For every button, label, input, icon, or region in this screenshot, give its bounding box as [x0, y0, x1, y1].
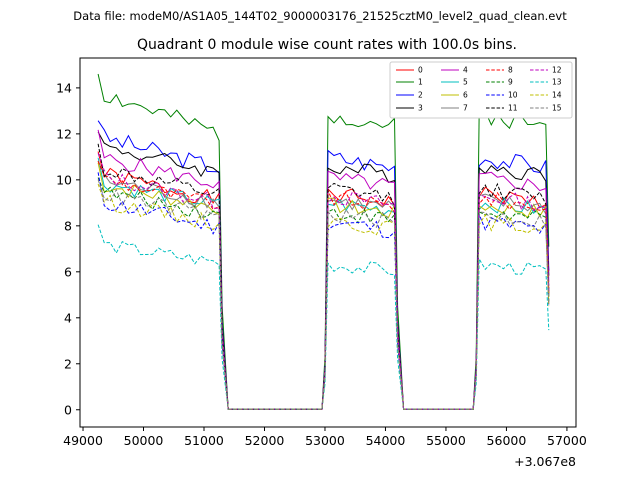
- series-line-0: [97, 151, 550, 410]
- legend-label-1: 1: [418, 78, 423, 87]
- y-tick-label: 0: [64, 402, 72, 417]
- series-line-12: [97, 153, 550, 410]
- x-tick-label: 55000: [426, 433, 466, 448]
- series-line-5: [97, 157, 550, 410]
- figure-suptitle: Data file: modeM0/AS1A05_144T02_90000031…: [73, 9, 567, 23]
- series-line-7: [97, 160, 550, 410]
- y-tick-label: 8: [64, 218, 72, 233]
- legend-label-8: 8: [508, 66, 513, 75]
- y-tick-label: 10: [56, 172, 72, 187]
- y-tick-label: 4: [64, 310, 72, 325]
- legend-label-7: 7: [463, 104, 468, 113]
- x-tick-label: 51000: [184, 433, 224, 448]
- series-line-10: [97, 172, 550, 410]
- y-tick-label: 6: [64, 264, 72, 279]
- chart-title: Quadrant 0 module wise count rates with …: [137, 37, 517, 53]
- series-line-2: [97, 120, 550, 410]
- legend-label-13: 13: [552, 78, 562, 87]
- series-line-11: [97, 143, 550, 410]
- legend-label-12: 12: [552, 66, 562, 75]
- legend-label-9: 9: [508, 78, 513, 87]
- plot-frame: [79, 57, 577, 428]
- series-line-3: [97, 131, 550, 410]
- legend-frame: [389, 61, 573, 119]
- x-tick-label: 50000: [124, 433, 164, 448]
- legend-label-10: 10: [508, 91, 518, 100]
- x-axis: 49000 50000 51000 52000 53000 54000 55000 56000…: [63, 427, 587, 448]
- legend-label-2: 2: [418, 91, 423, 100]
- x-axis-offset-label: +3.067e8: [514, 454, 576, 469]
- plot-area: [79, 57, 577, 428]
- legend-label-5: 5: [463, 78, 468, 87]
- legend-label-14: 14: [552, 91, 562, 100]
- series-line-9: [97, 177, 550, 410]
- legend-label-11: 11: [508, 104, 518, 113]
- legend-label-15: 15: [552, 104, 562, 113]
- series-layer: [97, 73, 550, 410]
- x-tick-label: 57000: [547, 433, 587, 448]
- y-axis: 0 2 4 6 8 10 12 14: [56, 80, 80, 417]
- legend-label-3: 3: [418, 104, 423, 113]
- series-line-13: [97, 224, 550, 410]
- legend-label-6: 6: [463, 91, 468, 100]
- series-line-15: [97, 179, 550, 410]
- y-tick-label: 12: [56, 126, 72, 141]
- x-tick-label: 49000: [63, 433, 103, 448]
- x-tick-label: 53000: [305, 433, 345, 448]
- y-tick-label: 14: [56, 80, 72, 95]
- series-line-8: [97, 161, 550, 410]
- series-line-4: [97, 129, 550, 410]
- legend-label-4: 4: [463, 66, 468, 75]
- x-tick-label: 52000: [245, 433, 285, 448]
- y-tick-label: 2: [64, 356, 72, 371]
- legend-label-0: 0: [418, 66, 423, 75]
- series-line-14: [97, 183, 550, 410]
- series-line-6: [97, 162, 550, 410]
- x-tick-label: 56000: [487, 433, 527, 448]
- x-tick-label: 54000: [366, 433, 406, 448]
